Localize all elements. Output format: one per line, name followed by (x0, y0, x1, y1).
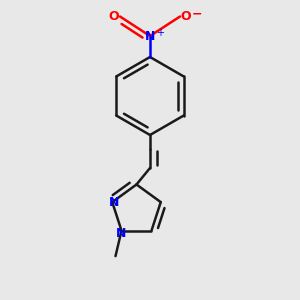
Text: −: − (191, 7, 202, 20)
Text: N: N (109, 196, 119, 208)
Text: N: N (116, 227, 127, 240)
Text: N: N (145, 29, 155, 43)
Text: O: O (181, 10, 191, 23)
Text: +: + (157, 28, 164, 38)
Text: O: O (109, 10, 119, 23)
